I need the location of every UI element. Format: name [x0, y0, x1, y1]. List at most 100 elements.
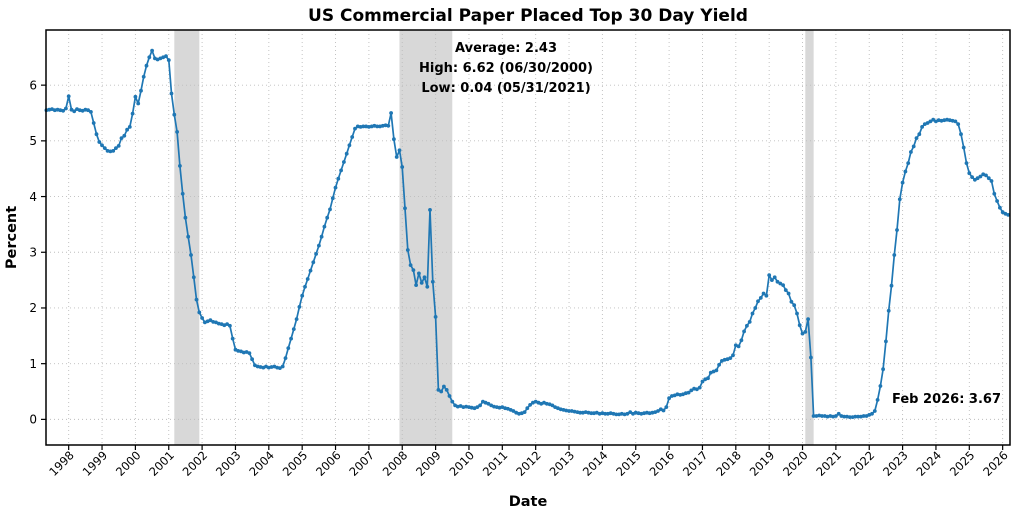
data-point — [964, 161, 969, 166]
data-point — [775, 279, 780, 284]
data-point — [836, 411, 841, 416]
data-point — [853, 414, 858, 419]
data-point — [550, 403, 555, 408]
data-point — [139, 88, 143, 93]
x-tick-label: 1998 — [46, 448, 77, 479]
data-point — [861, 414, 866, 418]
data-point — [856, 414, 860, 419]
x-tick-label: 2024 — [913, 448, 944, 479]
data-point — [178, 164, 182, 168]
data-point — [664, 405, 669, 409]
x-tick-label: 2006 — [313, 448, 344, 479]
data-point — [717, 362, 721, 367]
data-point — [961, 145, 966, 150]
data-point — [728, 356, 733, 360]
data-point — [909, 150, 913, 154]
data-point — [978, 174, 983, 179]
data-point — [942, 118, 947, 123]
data-point — [66, 94, 71, 99]
data-point — [94, 132, 99, 137]
stat-high: High: 6.62 (06/30/2000) — [419, 61, 593, 76]
data-point — [186, 234, 191, 239]
data-point — [305, 277, 310, 281]
data-point — [375, 124, 380, 129]
data-point — [419, 281, 424, 285]
data-point — [920, 125, 924, 129]
data-point — [353, 126, 357, 131]
data-point — [975, 176, 980, 181]
plot-border — [45, 29, 1011, 446]
data-point — [770, 278, 774, 282]
data-point — [414, 283, 418, 287]
data-point — [336, 176, 341, 181]
data-point — [308, 268, 313, 273]
data-point — [105, 149, 110, 153]
data-point — [656, 409, 660, 413]
data-point — [789, 299, 794, 304]
data-point — [872, 409, 877, 413]
data-point — [444, 388, 449, 392]
x-tick-label: 2026 — [980, 448, 1011, 479]
data-point — [400, 165, 405, 169]
data-point — [845, 414, 849, 419]
x-tick-label: 2023 — [880, 448, 911, 479]
data-point — [367, 125, 371, 129]
x-tick-label: 1999 — [80, 448, 111, 479]
data-point — [183, 215, 188, 220]
data-point — [125, 127, 129, 132]
data-point — [469, 405, 474, 410]
data-point — [189, 253, 193, 257]
data-point — [695, 387, 699, 392]
data-point — [300, 293, 305, 298]
data-point — [61, 108, 65, 113]
data-point — [895, 228, 899, 232]
data-point — [461, 405, 466, 409]
data-point — [194, 297, 199, 302]
data-point — [250, 357, 255, 362]
data-point — [953, 119, 958, 124]
data-point — [197, 310, 202, 315]
data-point — [786, 291, 791, 296]
data-point — [436, 388, 441, 392]
data-point — [572, 409, 577, 414]
data-point — [116, 144, 121, 148]
data-point — [797, 323, 802, 328]
data-point — [283, 356, 288, 360]
data-point — [405, 248, 410, 252]
y-tick-label: 2 — [29, 301, 37, 315]
x-tick-label: 2019 — [747, 448, 778, 479]
data-point — [756, 299, 760, 304]
data-point — [380, 123, 385, 128]
data-point — [247, 351, 252, 355]
data-point — [464, 404, 469, 409]
y-tick-label: 3 — [29, 245, 37, 259]
data-point — [339, 168, 343, 173]
data-point — [286, 346, 291, 350]
data-point — [150, 48, 155, 53]
data-point — [322, 224, 327, 229]
recession-band — [805, 30, 814, 445]
data-point — [111, 149, 116, 153]
data-point — [842, 414, 847, 419]
data-point — [392, 137, 396, 142]
data-point — [319, 234, 324, 239]
x-tick-label: 2003 — [213, 448, 244, 479]
x-tick-label: 2001 — [146, 448, 177, 479]
x-tick-label: 2010 — [446, 448, 477, 479]
data-point — [228, 323, 232, 328]
data-point — [317, 243, 321, 248]
data-point — [430, 279, 435, 284]
data-point — [169, 91, 174, 96]
x-tick-label: 2000 — [113, 448, 144, 479]
data-point — [628, 410, 633, 414]
data-point — [900, 180, 905, 185]
data-point — [614, 412, 619, 417]
data-point — [586, 410, 591, 415]
x-tick-label: 2022 — [847, 448, 878, 479]
data-point — [303, 284, 307, 289]
data-point — [745, 323, 749, 328]
latest-value-label: Feb 2026: 3.67 — [892, 392, 1001, 407]
data-point — [689, 388, 694, 393]
